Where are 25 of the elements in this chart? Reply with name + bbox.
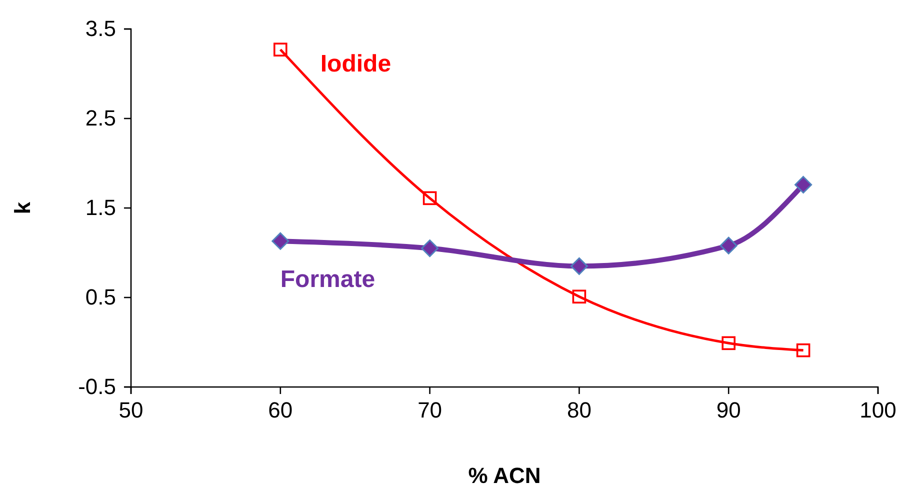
y-tick-label: 1.5 xyxy=(85,195,116,220)
x-tick-label: 90 xyxy=(716,398,741,423)
y-tick-label: -0.5 xyxy=(78,374,116,400)
x-tick-label: 70 xyxy=(418,398,442,423)
point xyxy=(570,257,588,275)
point xyxy=(272,232,290,250)
y-tick-label: 2.5 xyxy=(85,106,116,131)
y-axis-title: k xyxy=(10,201,35,214)
point xyxy=(720,236,738,254)
series-label: Iodide xyxy=(320,50,392,78)
point xyxy=(794,176,812,194)
point xyxy=(422,191,437,206)
x-axis-title: % ACN xyxy=(468,463,541,488)
y-tick-label: 0.5 xyxy=(85,284,116,310)
point xyxy=(421,240,439,258)
point xyxy=(274,42,288,56)
series-label: Formate xyxy=(280,266,376,294)
point xyxy=(572,290,586,304)
point xyxy=(722,336,736,350)
x-tick-label: 50 xyxy=(118,398,144,423)
x-tick-label: 80 xyxy=(566,398,592,423)
y-tick-label: 3.5 xyxy=(85,16,116,42)
x-tick-label: 60 xyxy=(268,398,293,423)
point xyxy=(796,343,810,358)
x-tick-label: 100 xyxy=(860,398,896,423)
